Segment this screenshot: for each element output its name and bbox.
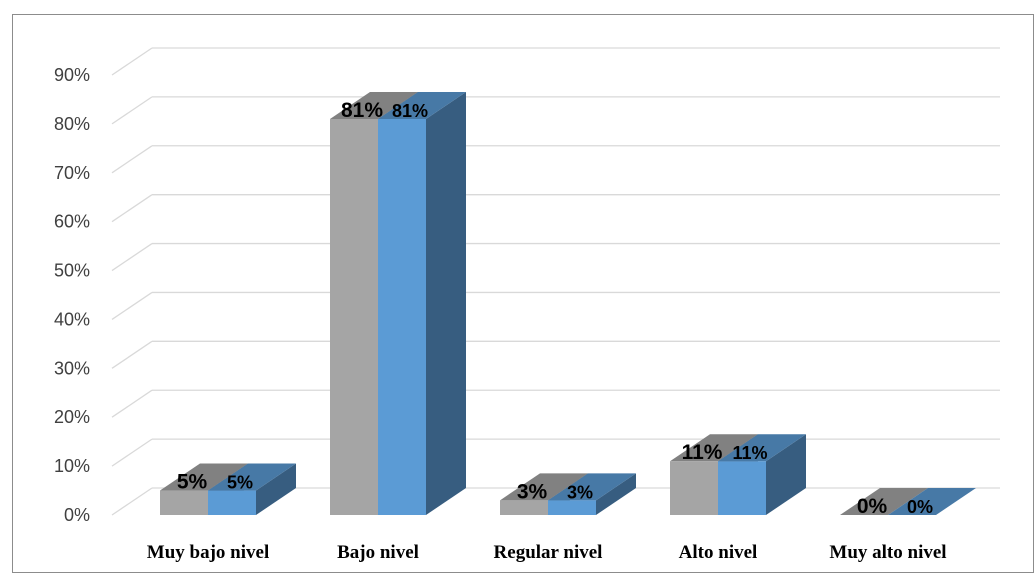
- category-labels: Muy bajo nivel Bajo nivel Regular nivel Alt…: [147, 542, 947, 563]
- bar: [888, 488, 976, 515]
- bar-front: [670, 461, 718, 515]
- category-label: Regular nivel: [494, 542, 603, 563]
- y-tick-label: 70%: [54, 163, 90, 183]
- y-tick-label: 20%: [54, 407, 90, 427]
- bar: [378, 92, 466, 515]
- y-tick-label: 40%: [54, 309, 90, 329]
- category-label: Bajo nivel: [337, 542, 419, 563]
- bar-top: [840, 488, 928, 515]
- bar-top: [160, 463, 248, 491]
- bar: [208, 463, 296, 515]
- y-tick-label: 10%: [54, 456, 90, 476]
- bar: [840, 488, 928, 515]
- gridline-diagonal: [111, 340, 153, 369]
- data-label: 11%: [732, 443, 767, 463]
- y-tick-label: 0%: [64, 505, 90, 525]
- bar-front: [718, 461, 766, 515]
- y-tick-label: 80%: [54, 114, 90, 134]
- bar-top: [500, 473, 588, 501]
- gridline-diagonal: [111, 47, 153, 76]
- data-labels: 5% 5% 81% 81% 3% 3% 11% 11% 0% 0%: [177, 99, 933, 518]
- bar-side: [596, 473, 636, 515]
- y-tick-label: 30%: [54, 358, 90, 378]
- gridline-diagonal: [111, 96, 153, 125]
- bar-front: [500, 500, 548, 515]
- data-label: 0%: [907, 497, 933, 517]
- gridline-diagonal: [111, 243, 153, 272]
- bar-front: [548, 500, 596, 515]
- gridline-diagonal: [111, 487, 153, 516]
- gridline-diagonal: [111, 194, 153, 223]
- bar-top: [888, 488, 976, 515]
- bar-top: [548, 473, 636, 501]
- bar-side: [766, 434, 806, 515]
- data-label: 5%: [227, 473, 253, 493]
- category-label: Muy bajo nivel: [147, 542, 269, 563]
- bar-front: [330, 119, 378, 515]
- bar: [718, 434, 806, 515]
- y-tick-label: 90%: [54, 65, 90, 85]
- gridlines: [111, 47, 1000, 516]
- bar: [548, 473, 636, 515]
- bar-side: [426, 92, 466, 515]
- data-label: 81%: [341, 99, 383, 122]
- data-label: 3%: [567, 482, 593, 502]
- bar-front: [160, 490, 208, 515]
- y-tick-label: 50%: [54, 261, 90, 281]
- bar-top: [208, 463, 296, 491]
- bar-top: [330, 92, 418, 119]
- y-axis-ticks: 0% 10% 20% 30% 40% 50% 60% 70% 80% 90%: [54, 65, 90, 525]
- bars: [160, 92, 976, 515]
- data-label: 0%: [857, 495, 888, 518]
- gridline-diagonal: [111, 389, 153, 418]
- category-label: Alto nivel: [679, 542, 758, 563]
- gridline-diagonal: [111, 438, 153, 467]
- bar-top: [378, 92, 466, 119]
- gridline-diagonal: [111, 145, 153, 174]
- data-label: 11%: [682, 441, 723, 464]
- category-label: Muy alto nivel: [829, 542, 946, 563]
- bar-front: [378, 119, 426, 515]
- y-tick-label: 60%: [54, 212, 90, 232]
- bar-top: [718, 434, 806, 462]
- data-label: 3%: [517, 480, 548, 503]
- bar-front: [208, 490, 256, 515]
- data-label: 81%: [392, 101, 428, 121]
- gridline-diagonal: [111, 291, 153, 320]
- bar-top: [670, 434, 758, 462]
- data-label: 5%: [177, 471, 208, 494]
- bar-side: [256, 463, 296, 515]
